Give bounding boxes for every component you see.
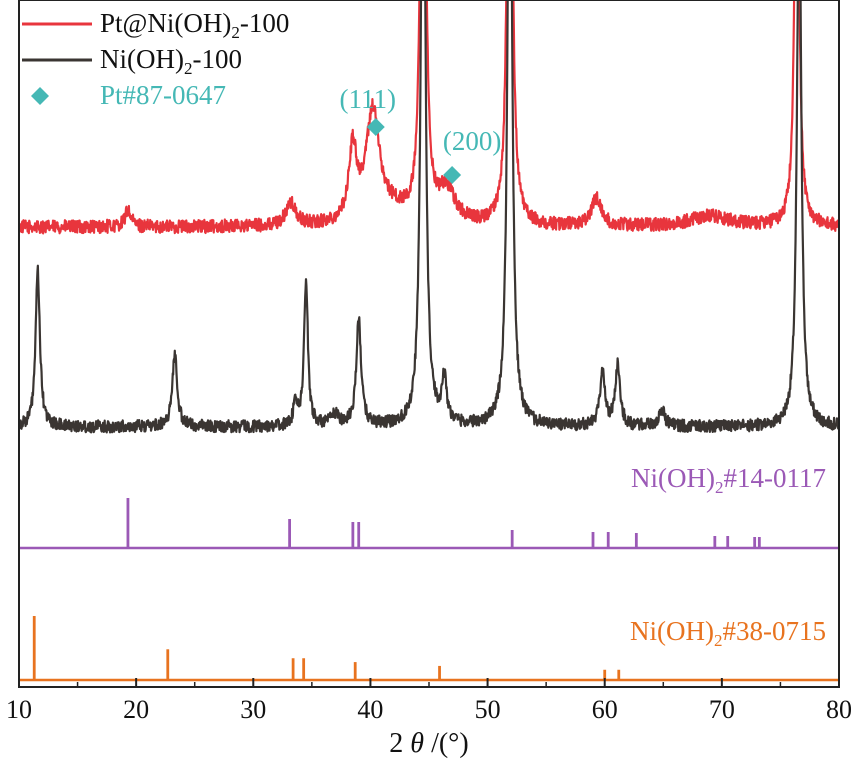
x-tick-label-10: 10 — [6, 695, 32, 724]
marker-layer: (111) (200) — [340, 84, 501, 184]
reference-layer — [19, 498, 839, 682]
x-tick-label-20: 20 — [123, 695, 149, 724]
x-tick-label-60: 60 — [592, 695, 618, 724]
series-line-1 — [19, 0, 839, 235]
legend-label-2: Ni(OH)2-100 — [100, 44, 242, 78]
reference-label-2: Ni(OH)2#38-0715 — [630, 616, 826, 650]
reference-labels: Ni(OH)2#14-0117 Ni(OH)2#38-0715 — [630, 463, 826, 650]
series-layer — [19, 0, 839, 434]
reference-label-1: Ni(OH)2#14-0117 — [631, 463, 826, 497]
legend-swatch-3 — [31, 87, 49, 105]
x-tick-label-80: 80 — [826, 695, 852, 724]
x-tick-label-30: 30 — [240, 695, 266, 724]
peak-label-1: (111) — [340, 84, 396, 114]
x-axis-label: 2 θ /(°) — [389, 728, 468, 759]
peak-marker-1 — [366, 118, 385, 136]
x-tick-label-50: 50 — [475, 695, 501, 724]
peak-label-2: (200) — [443, 126, 501, 156]
legend-label-1: Pt@Ni(OH)2-100 — [100, 8, 289, 42]
peak-marker-2 — [443, 166, 462, 184]
x-tick-label-70: 70 — [709, 695, 735, 724]
series-line-2 — [19, 0, 839, 434]
x-axis: 10 20 30 40 50 60 70 80 — [6, 678, 852, 724]
x-tick-label-40: 40 — [357, 695, 383, 724]
legend-label-3: Pt#87-0647 — [100, 80, 226, 110]
